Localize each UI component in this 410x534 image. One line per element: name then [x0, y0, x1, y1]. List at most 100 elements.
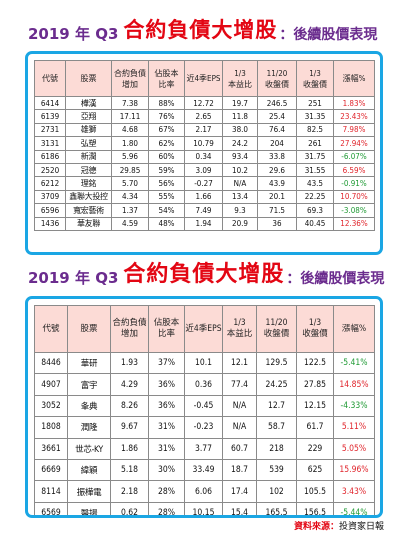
table-cell: 43.9	[257, 176, 297, 191]
table-cell: 69.3	[296, 203, 334, 218]
table-row: 8446 華研 1.93 37% 10.1 12.1 129.5 122.5 -5.41%	[34, 351, 375, 375]
table-cell: 12.1	[222, 351, 257, 375]
table-cell: 0.62	[110, 501, 149, 515]
table-cell: N/A	[222, 394, 257, 418]
stock-table: 代號 股票 合約負債 增加 佔股本 比率 近4季EPS 1/3 本益比 11/20 收盤價 1/3 收盤…	[34, 60, 375, 231]
table-cell: 77.4	[222, 373, 257, 396]
table-cell: 62%	[148, 136, 185, 151]
table-row: 1436 華友聯 4.59 48% 1.94 20.9 36 40.45 12.36%	[34, 216, 375, 231]
change-pct-cell: 12.36%	[333, 216, 375, 231]
table-row: 3052 夆典 8.26 36% -0.45 N/A 12.7 12.15 -4.33%	[34, 394, 375, 418]
table-row: 6139 亞翔 17.11 76% 2.65 11.8 25.4 31.35 23.43%	[34, 109, 375, 124]
column-header: 近4季EPS	[184, 60, 223, 97]
table-cell: N/A	[222, 176, 258, 191]
table-cell: 156.5	[296, 501, 334, 515]
table-row: 6669 緯穎 5.18 30% 33.49 18.7 539 625 15.96%	[34, 458, 375, 482]
change-pct-cell: 6.59%	[333, 162, 375, 178]
table-cell: 1.80	[111, 136, 149, 151]
table-cell: 61.7	[296, 416, 334, 439]
table-cell: 31%	[148, 437, 185, 460]
column-header: 漲幅%	[333, 305, 375, 353]
change-pct-cell: 7.98%	[333, 122, 375, 138]
stock-code-cell: 6414	[34, 95, 66, 111]
change-pct-cell: 5.11%	[333, 416, 375, 439]
table-cell: 10.2	[222, 162, 258, 178]
table-cell: 12.15	[296, 394, 334, 418]
table-cell: 4.34	[111, 189, 149, 205]
stock-name-cell: 潤隆	[67, 416, 111, 439]
table-cell: 43.5	[296, 176, 334, 191]
table-cell: 251	[296, 95, 334, 111]
stock-code-cell: 3661	[34, 437, 68, 460]
column-header: 11/20 收盤價	[256, 305, 297, 353]
stock-table: 代號 股票 合約負債 增加 佔股本 比率 近4季EPS 1/3 本益比 11/20 收盤價 1/3 收盤…	[34, 305, 375, 515]
change-pct-cell: 23.43%	[333, 109, 375, 124]
table-cell: 261	[296, 136, 334, 151]
table-cell: 218	[256, 437, 297, 460]
table-row: 3661 世芯-KY 1.86 31% 3.77 60.7 218 229 5.05%	[34, 437, 375, 460]
table-cell: 31.75	[296, 149, 334, 164]
table-cell: 93.4	[222, 149, 258, 164]
table-cell: 5.18	[110, 458, 149, 482]
table-cell: 30%	[148, 458, 185, 482]
table-cell: N/A	[222, 416, 257, 439]
table-cell: 20.9	[222, 216, 258, 231]
table-row: 8114 振樺電 2.18 28% 6.06 17.4 102 105.5 3.43%	[34, 480, 375, 503]
stock-name-cell: 華研	[67, 351, 111, 375]
table-cell: 28%	[148, 501, 185, 515]
stock-name-cell: 富宇	[67, 373, 111, 396]
table-frame: 代號 股票 合約負債 增加 佔股本 比率 近4季EPS 1/3 本益比 11/20 收盤價 1/3 收盤…	[25, 51, 383, 255]
column-header: 近4季EPS	[184, 305, 223, 353]
stock-code-cell: 1436	[34, 216, 66, 231]
table-cell: 60.7	[222, 437, 257, 460]
change-pct-cell: 5.05%	[333, 437, 375, 460]
table-cell: 88%	[148, 95, 185, 111]
table-cell: 36%	[148, 394, 185, 418]
table-cell: 13.4	[222, 189, 258, 205]
table-cell: 1.86	[110, 437, 149, 460]
stock-name-cell: 醫揚	[67, 501, 111, 515]
column-header: 佔股本 比率	[148, 305, 185, 353]
table-cell: 1.94	[184, 216, 223, 231]
table-cell: 5.96	[111, 149, 149, 164]
table-cell: 36	[257, 216, 297, 231]
stock-name-cell: 寬宏藝術	[65, 203, 112, 218]
table-cell: 102	[256, 480, 297, 503]
table-cell: 9.3	[222, 203, 258, 218]
stock-name-cell: 夆典	[67, 394, 111, 418]
table-row: 1808 潤隆 9.67 31% -0.23 N/A 58.7 61.7 5.11%	[34, 416, 375, 439]
change-pct-cell: -5.44%	[333, 501, 375, 515]
table-cell: 8.26	[110, 394, 149, 418]
change-pct-cell: 1.83%	[333, 95, 375, 111]
table-row: 4907 富宇 4.29 36% 0.36 77.4 24.25 27.85 14.85%	[34, 373, 375, 396]
source-value: 投資家日報	[338, 522, 384, 532]
stock-code-cell: 1808	[34, 416, 68, 439]
stock-code-cell: 6596	[34, 203, 66, 218]
column-header: 股票	[65, 60, 112, 97]
table-cell: 10.1	[184, 351, 223, 375]
table-cell: -0.23	[184, 416, 223, 439]
table-cell: 0.36	[184, 373, 223, 396]
table-cell: 2.65	[184, 109, 223, 124]
stock-name-cell: 緯穎	[67, 458, 111, 482]
table-row: 3709 鑫聯大投控 4.34 55% 1.66 13.4 20.1 22.25 10.70%	[34, 189, 375, 205]
change-pct-cell: 14.85%	[333, 373, 375, 396]
table-cell: 3.09	[184, 162, 223, 178]
table-cell: 31%	[148, 416, 185, 439]
table-cell: 28%	[148, 480, 185, 503]
stock-code-cell: 3131	[34, 136, 66, 151]
table-cell: 204	[257, 136, 297, 151]
table-cell: 10.79	[184, 136, 223, 151]
change-pct-cell: -3.08%	[333, 203, 375, 218]
table-cell: 29.85	[111, 162, 149, 178]
table-cell: 31.35	[296, 109, 334, 124]
stock-name-cell: 世芯-KY	[67, 437, 111, 460]
source-label: 資料來源：	[293, 522, 339, 532]
table-cell: 17.11	[111, 109, 149, 124]
section-title: 2019 年 Q3 合約負債大增股 ：後續股價表現	[28, 14, 377, 44]
table-cell: 12.72	[184, 95, 223, 111]
table-cell: 229	[296, 437, 334, 460]
column-header: 股票	[67, 305, 111, 353]
table-row: 3131 弘塑 1.80 62% 10.79 24.2 204 261 27.94%	[34, 136, 375, 151]
table-cell: 38.0	[222, 122, 258, 138]
